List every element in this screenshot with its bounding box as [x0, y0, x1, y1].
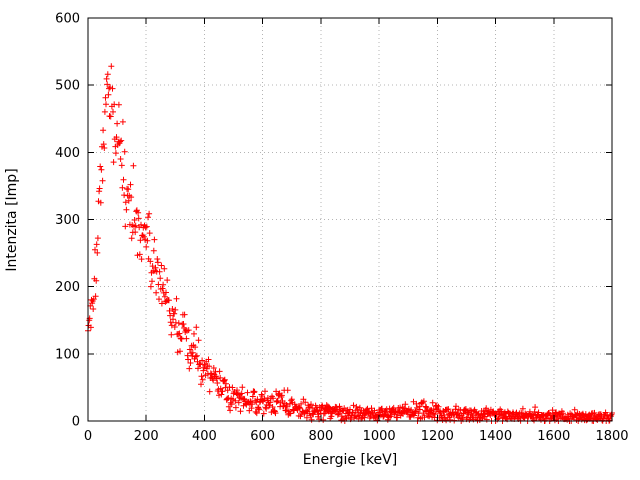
x-tick-label: 600: [250, 429, 275, 444]
x-axis-label: Energie [keV]: [303, 452, 397, 468]
x-tick-label: 400: [192, 429, 217, 444]
y-tick-label: 200: [55, 280, 80, 295]
x-tick-label: 1200: [421, 429, 454, 444]
y-tick-label: 300: [55, 213, 80, 228]
y-tick-label: 400: [55, 146, 80, 161]
x-tick-label: 1000: [363, 429, 396, 444]
y-tick-label: 100: [55, 347, 80, 362]
x-tick-label: 1400: [479, 429, 512, 444]
x-tick-label: 0: [84, 429, 92, 444]
data-points-layer: [85, 63, 615, 424]
y-tick-label: 600: [55, 12, 80, 27]
y-axis-label: Intenzita [Imp]: [4, 168, 20, 271]
tick-label-layer: 0 200 400 600 800 1000 1200 1400 1600 1800 0 100 200…: [55, 12, 628, 445]
x-tick-label: 1600: [537, 429, 570, 444]
spectrum-scatter-points: [85, 63, 615, 424]
x-tick-label: 200: [134, 429, 159, 444]
plot-frame-layer: [87, 17, 613, 422]
y-tick-label: 500: [55, 79, 80, 94]
x-tick-label: 800: [308, 429, 333, 444]
y-tick-label: 0: [72, 415, 80, 430]
x-tick-label: 1800: [595, 429, 628, 444]
plot-border: [87, 17, 613, 422]
grid-layer: [87, 17, 613, 422]
